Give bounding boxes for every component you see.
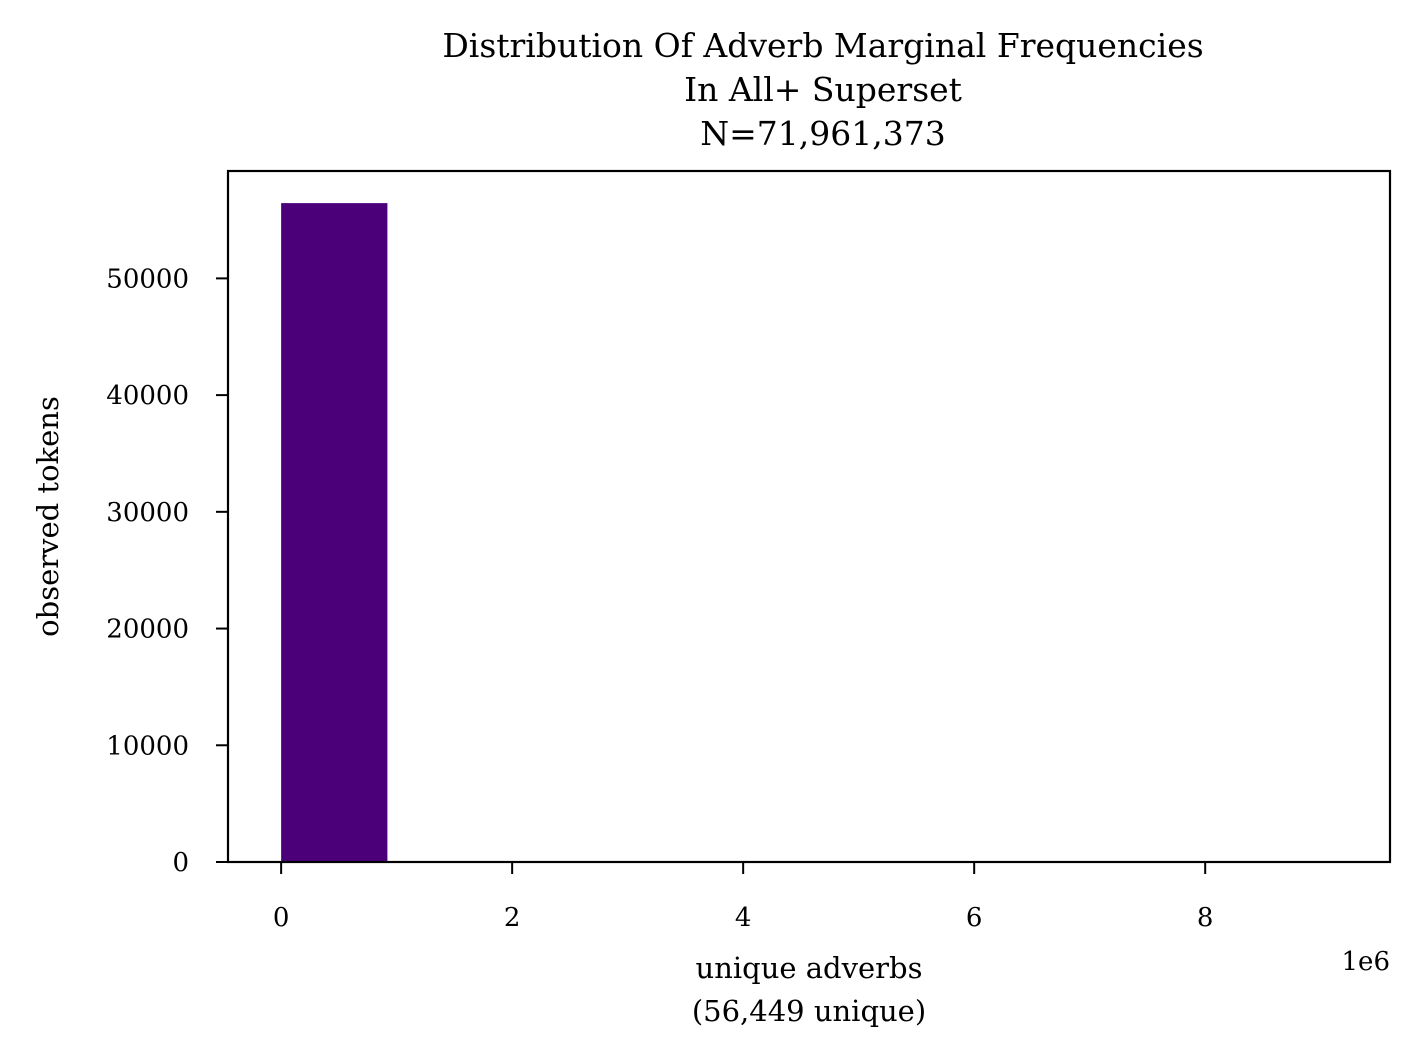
chart-title-line-2: N=71,961,373 bbox=[700, 114, 945, 153]
x-tick-label-0: 0 bbox=[273, 903, 290, 933]
x-tick-label-2: 4 bbox=[735, 903, 752, 933]
chart-title-line-0: Distribution Of Adverb Marginal Frequenc… bbox=[442, 26, 1203, 65]
y-tick-label-4: 40000 bbox=[106, 381, 189, 411]
y-tick-label-3: 30000 bbox=[106, 498, 189, 528]
histogram-bars bbox=[281, 203, 388, 863]
chart-title: Distribution Of Adverb Marginal Frequenc… bbox=[442, 26, 1203, 153]
x-axis-label-line-1: (56,449 unique) bbox=[692, 994, 926, 1028]
y-tick-label-1: 10000 bbox=[106, 731, 189, 761]
histogram-bar-0 bbox=[281, 203, 388, 863]
x-tick-label-1: 2 bbox=[504, 903, 521, 933]
x-axis-label: unique adverbs (56,449 unique) bbox=[692, 951, 926, 1028]
y-tick-label-5: 50000 bbox=[106, 264, 189, 294]
y-axis-label: observed tokens bbox=[31, 396, 65, 637]
x-tick-label-3: 6 bbox=[966, 903, 983, 933]
y-tick-label-2: 20000 bbox=[106, 615, 189, 645]
x-axis-ticks: 0 2 4 6 8 bbox=[273, 862, 1214, 933]
x-axis-offset-label: 1e6 bbox=[1342, 947, 1390, 977]
x-axis-label-line-0: unique adverbs bbox=[696, 951, 923, 985]
y-axis-ticks: 0 10000 20000 30000 40000 50000 bbox=[106, 264, 228, 878]
y-tick-label-0: 0 bbox=[172, 848, 189, 878]
axes-frame bbox=[226, 169, 1392, 864]
x-tick-label-4: 8 bbox=[1197, 903, 1214, 933]
chart-title-line-1: In All+ Superset bbox=[684, 70, 962, 109]
